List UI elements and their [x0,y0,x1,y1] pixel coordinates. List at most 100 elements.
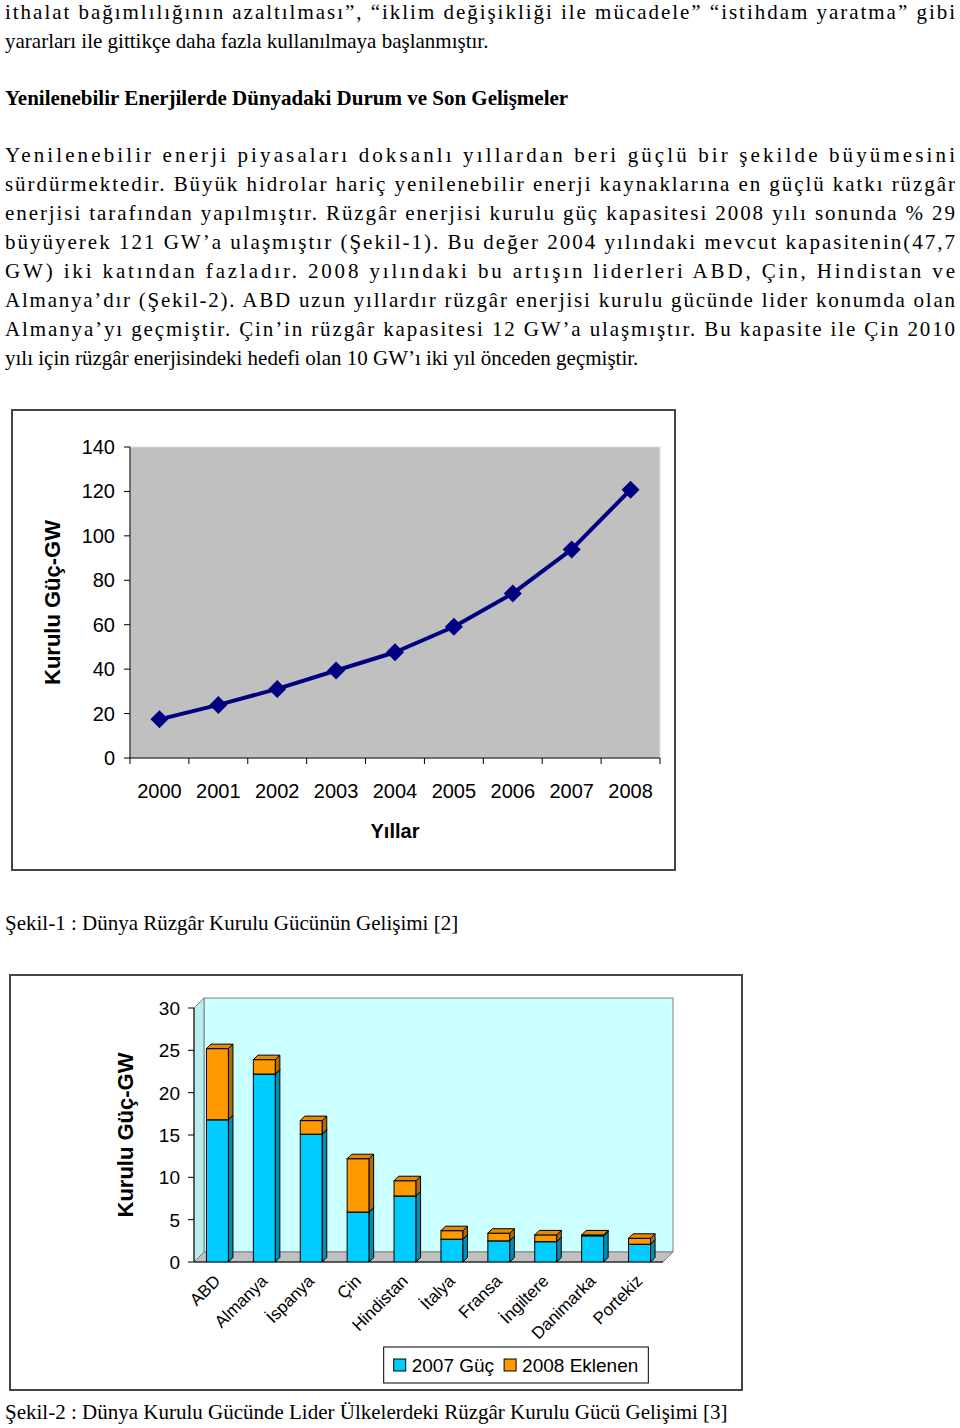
text-line: ithalat bağımlılığının azaltılması”, “ik… [5,0,955,24]
text-line: sürdürmektedir. Büyük hidrolar hariç yen… [5,172,955,196]
bar-top [582,1231,609,1236]
bar-side [275,1070,280,1262]
text-line: büyüyerek 121 GW’a ulaşmıştır (Şekil-1).… [5,230,955,254]
legend-swatch [504,1359,516,1371]
bar-segment [582,1231,609,1262]
tick-label: 2002 [255,780,300,802]
tick-label: 100 [82,525,115,547]
text-line: GW) iki katından fazladır. 2008 yılındak… [5,259,955,283]
tick-label: İtalya [417,1271,460,1314]
bar-segment [300,1116,327,1134]
bar-front [582,1236,604,1262]
bar-segment [300,1130,327,1262]
plot-area [130,447,660,758]
bar-segment [394,1191,421,1262]
tick-label: 20 [93,703,115,725]
tick-label: 2007 [549,780,594,802]
bar-front [488,1233,510,1241]
tick-mark [188,1092,194,1093]
bar-top [394,1176,421,1181]
text-line: yılı için rüzgâr enerjisindeki hedefi ol… [5,346,638,370]
data-group [150,481,639,729]
marker [445,618,463,636]
chart-frame [10,975,742,1390]
heading: Yenilenebilir Enerjilerde Dünyadaki Duru… [5,86,568,110]
category-tick [306,758,307,764]
tick-label: 2005 [432,780,477,802]
category-tick [542,758,543,764]
y-axis [130,447,131,758]
tick-label: 0 [104,747,115,769]
tick-mark [124,491,130,492]
bar-top [629,1234,656,1239]
bar-front [206,1120,228,1262]
tick-label: 2004 [373,780,418,802]
marker [268,680,286,698]
tick-mark [124,758,130,759]
marker [150,710,168,728]
tick-label: 0 [169,1252,180,1273]
series-line [159,490,630,720]
tick-label: 40 [93,658,115,680]
bar-front [253,1074,275,1262]
x-axis [130,758,660,759]
bar-side [322,1130,327,1262]
bar-top [300,1116,327,1121]
tick-label: ABD [186,1271,224,1309]
bar-top [441,1226,468,1231]
tick-label: 2008 [608,780,653,802]
tick-label: 60 [93,614,115,636]
text-line: enerjisi tarafından yapılmıştır. Rüzgâr … [5,201,955,225]
bar-front [535,1235,557,1242]
tick-label: 25 [159,1040,180,1061]
bar-front [488,1241,510,1262]
bar-front [206,1049,228,1120]
bar-front [535,1242,557,1262]
tick-mark [124,580,130,581]
bar-front [441,1239,463,1262]
tick-label: 2006 [491,780,536,802]
bar-side [228,1115,233,1262]
bar-top [582,1230,609,1235]
text-line: Almanya’yı geçmiştir. Çin’in rüzgâr kapa… [5,317,955,341]
marker [209,696,227,714]
legend: 2007 Güç2008 Eklenen [384,1347,649,1383]
side-wall [194,998,204,1262]
bar-segment [582,1230,609,1235]
bar-segment [488,1229,514,1241]
category-tick [483,758,484,764]
marker [563,540,581,558]
tick-mark [188,1050,194,1051]
tick-mark [124,535,130,536]
marker [327,661,345,679]
document-text: ithalat bağımlılığının azaltılması”, “ik… [5,0,955,370]
bar-front [300,1134,322,1262]
tick-label: 20 [159,1083,180,1104]
marker [622,481,640,499]
text-line: Almanya’dır (Şekil-2). ABD uzun yıllardı… [5,288,955,312]
tick-label: 120 [82,480,115,502]
bar-front [347,1212,369,1262]
bar-side [228,1044,233,1120]
bar-segment [535,1230,562,1241]
tick-mark [188,1177,194,1178]
tick-label: Almanya [211,1271,272,1332]
bar-side [416,1191,421,1262]
data-group [206,1044,655,1262]
bar-front [441,1231,463,1239]
bar-top [206,1044,233,1049]
tick-label: 5 [169,1210,180,1231]
marker [386,643,404,661]
tick-label: 15 [159,1125,180,1146]
line-chart: 0204060801001201402000200120022003200420… [12,410,675,870]
tick-mark [124,713,130,714]
tick-label: Danimarka [528,1271,600,1343]
tick-mark [188,1219,194,1220]
tick-mark [188,1008,194,1009]
bar-segment [253,1055,280,1074]
category-tick [365,758,366,764]
bar-side [604,1231,609,1262]
bar-chart: 051015202530ABDAlmanyaİspanyaÇinHindista… [10,975,742,1390]
legend-label: 2008 Eklenen [522,1355,638,1376]
category-tick [660,758,661,764]
